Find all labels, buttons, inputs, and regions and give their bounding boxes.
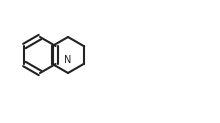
Text: N: N: [64, 55, 72, 65]
